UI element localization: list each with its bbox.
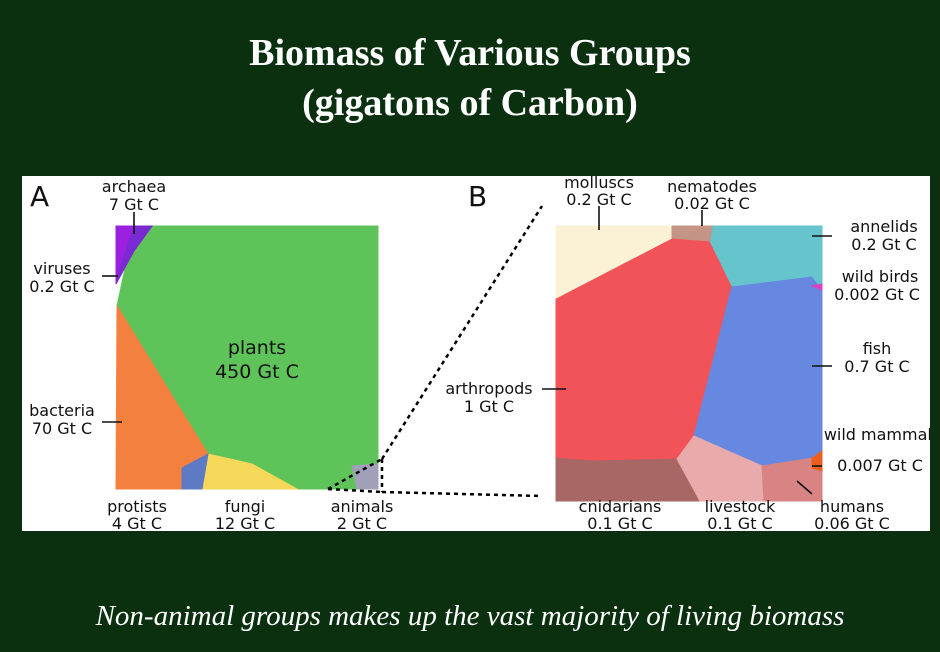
label-fish-value: 0.7 Gt C xyxy=(844,357,909,376)
label-plants-value: 450 Gt C xyxy=(215,361,299,383)
biomass-figure: A B archaea 7 Gt C viruses 0.2 Gt C bact… xyxy=(22,176,930,531)
cell-cnidarians xyxy=(555,457,701,502)
label-plants-name: plants xyxy=(228,337,286,359)
leader-lines xyxy=(102,206,832,495)
label-fungi-value: 12 Gt C xyxy=(215,514,275,531)
label-fish-name: fish xyxy=(863,339,892,358)
label-bacteria-value: 70 Gt C xyxy=(32,419,92,438)
label-wild-mammals-value: 0.007 Gt C xyxy=(837,456,923,475)
cell-wild-birds xyxy=(810,283,823,291)
label-wild-birds-value: 0.002 Gt C xyxy=(834,285,920,304)
slide-caption: Non-animal groups makes up the vast majo… xyxy=(95,600,845,632)
label-cnidarians-value: 0.1 Gt C xyxy=(587,514,652,531)
zoom-lines xyxy=(327,205,544,498)
label-wild-mammals-name: wild mammals xyxy=(824,425,930,444)
label-wild-birds-name: wild birds xyxy=(842,267,919,286)
label-protists-name: protists xyxy=(107,497,167,516)
panel-label-a: A xyxy=(30,180,49,213)
title-line-2: (gigatons of Carbon) xyxy=(302,82,638,124)
label-protists-value: 4 Gt C xyxy=(112,514,162,531)
label-cnidarians-name: cnidarians xyxy=(579,497,662,516)
cell-nematodes xyxy=(671,225,713,242)
title-line-1: Biomass of Various Groups xyxy=(249,32,691,74)
biomass-chart: A B archaea 7 Gt C viruses 0.2 Gt C bact… xyxy=(29,176,930,531)
label-arthropods-name: arthropods xyxy=(445,379,532,398)
label-viruses-name: viruses xyxy=(33,259,90,278)
label-arthropods-value: 1 Gt C xyxy=(464,397,514,416)
label-nematodes-value: 0.02 Gt C xyxy=(674,194,750,213)
label-annelids-value: 0.2 Gt C xyxy=(851,235,916,254)
label-humans-value: 0.06 Gt C xyxy=(814,514,890,531)
label-fungi-name: fungi xyxy=(225,497,266,516)
label-molluscs-value: 0.2 Gt C xyxy=(566,190,631,209)
cell-animals xyxy=(351,463,379,490)
cell-protists xyxy=(181,453,209,490)
cell-viruses xyxy=(115,225,153,285)
label-nematodes-name: nematodes xyxy=(667,177,757,196)
label-archaea-value: 7 Gt C xyxy=(109,195,159,214)
label-humans-name: humans xyxy=(820,497,884,516)
label-animals-value: 2 Gt C xyxy=(337,514,387,531)
label-annelids-name: annelids xyxy=(850,217,917,236)
label-viruses-value: 0.2 Gt C xyxy=(29,277,94,296)
panel-label-b: B xyxy=(468,180,487,213)
label-bacteria-name: bacteria xyxy=(29,401,95,420)
label-molluscs-name: molluscs xyxy=(564,176,634,192)
slide-title: Biomass of Various Groups (gigatons of C… xyxy=(0,28,940,128)
label-archaea-name: archaea xyxy=(102,177,166,196)
label-livestock-name: livestock xyxy=(705,497,776,516)
label-animals-name: animals xyxy=(331,497,394,516)
label-livestock-value: 0.1 Gt C xyxy=(707,514,772,531)
